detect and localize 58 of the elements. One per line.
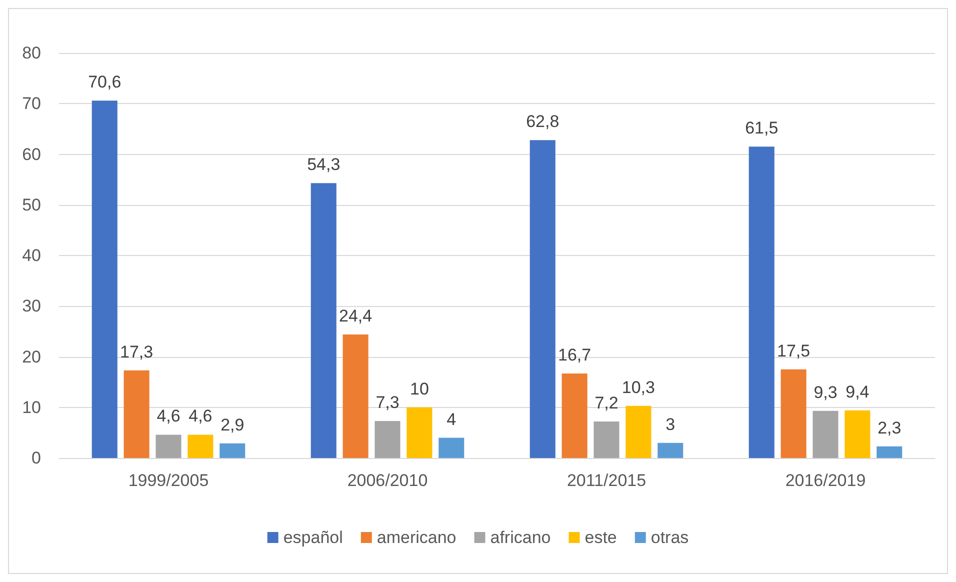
bar [310, 183, 336, 458]
y-tick-label: 20 [22, 347, 41, 366]
bar [780, 369, 806, 458]
bar [844, 410, 870, 458]
data-label: 9,3 [814, 382, 838, 402]
bar [438, 438, 464, 458]
y-tick-label: 10 [22, 398, 41, 417]
data-label: 17,3 [120, 342, 154, 362]
data-label: 62,8 [526, 112, 560, 132]
data-label: 70,6 [88, 72, 122, 92]
data-label: 2,3 [878, 418, 902, 438]
data-label: 4 [446, 410, 456, 429]
bar [374, 421, 400, 458]
data-label: 7,3 [376, 393, 400, 412]
bar [594, 422, 620, 458]
data-label: 4,6 [188, 406, 212, 426]
y-tick-label: 60 [22, 144, 41, 164]
bar [530, 140, 556, 458]
x-tick-label: 1999/2005 [128, 471, 209, 490]
x-tick-label: 2016/2019 [785, 471, 866, 490]
legend-label: africano [490, 528, 551, 547]
y-tick-label: 70 [22, 94, 41, 114]
bar [748, 146, 774, 458]
data-label: 9,4 [846, 382, 870, 402]
bar [124, 370, 150, 458]
data-label: 10,3 [622, 378, 655, 397]
data-label: 2,9 [220, 415, 244, 434]
x-tick-label: 2006/2010 [347, 471, 428, 490]
legend-label: americano [376, 528, 456, 547]
bar [562, 373, 588, 458]
bar [188, 434, 214, 458]
data-label: 7,2 [594, 394, 618, 413]
bar [156, 434, 182, 458]
bar [406, 407, 432, 458]
bar [626, 406, 652, 458]
y-tick-label: 30 [22, 296, 41, 316]
y-tick-label: 50 [22, 195, 41, 214]
data-label: 10 [410, 379, 429, 398]
bar [812, 410, 838, 458]
legend-label: español [283, 528, 343, 547]
bar [92, 100, 118, 458]
data-label: 3 [666, 414, 676, 434]
x-tick-label: 2011/2015 [566, 471, 646, 490]
data-label: 4,6 [156, 406, 180, 426]
bar [658, 442, 684, 458]
bar [220, 443, 246, 458]
bar [876, 446, 902, 458]
bar [342, 334, 368, 458]
legend-label: otras [650, 528, 689, 547]
data-label: 16,7 [558, 345, 592, 364]
data-label: 54,3 [307, 155, 340, 174]
data-label: 61,5 [745, 118, 778, 138]
data-label: 24,4 [339, 306, 372, 326]
data-label: 17,5 [777, 341, 810, 360]
y-tick-label: 40 [22, 246, 41, 265]
legend-label: este [584, 528, 617, 547]
y-tick-label: 0 [32, 448, 41, 468]
y-tick-label: 80 [22, 44, 41, 62]
